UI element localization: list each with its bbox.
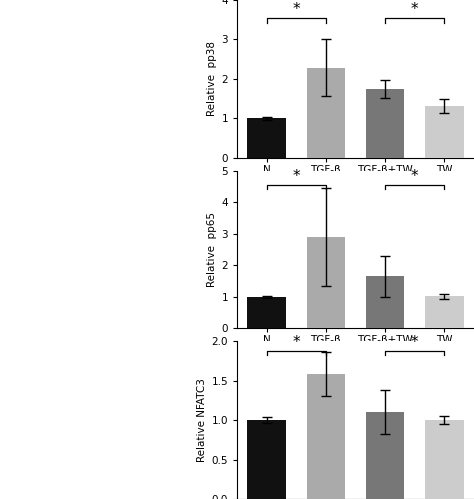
- Bar: [366, 276, 404, 328]
- Text: *: *: [292, 335, 300, 350]
- Text: *: *: [292, 2, 300, 17]
- Bar: [366, 89, 404, 158]
- Bar: [307, 374, 345, 499]
- Text: *: *: [292, 169, 300, 184]
- Bar: [247, 297, 286, 328]
- Text: *: *: [411, 169, 419, 184]
- Bar: [247, 420, 286, 499]
- Bar: [425, 420, 464, 499]
- Y-axis label: Relative NFATC3: Relative NFATC3: [197, 378, 207, 462]
- Text: *: *: [411, 335, 419, 350]
- Bar: [307, 237, 345, 328]
- Bar: [307, 68, 345, 158]
- Bar: [425, 106, 464, 158]
- Bar: [425, 296, 464, 328]
- Bar: [366, 412, 404, 499]
- Bar: [247, 118, 286, 158]
- Y-axis label: Relative  pp65: Relative pp65: [207, 212, 217, 287]
- Y-axis label: Relative  pp38: Relative pp38: [207, 41, 217, 116]
- Text: *: *: [411, 2, 419, 17]
